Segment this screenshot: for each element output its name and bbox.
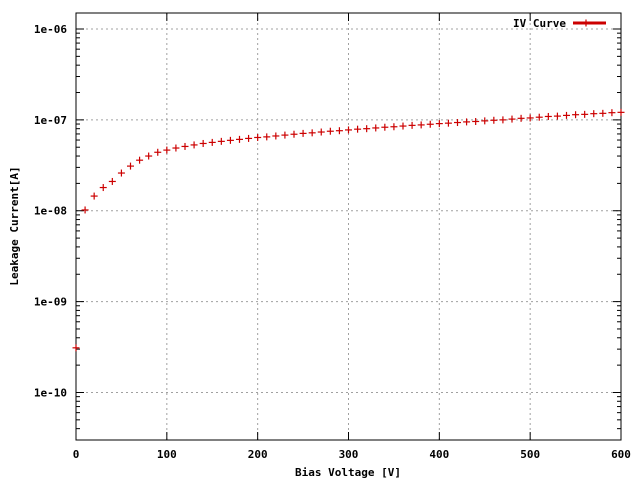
data-point <box>263 133 271 141</box>
grid-lines <box>76 13 621 440</box>
data-point <box>335 127 343 135</box>
x-tick-label: 300 <box>339 448 359 461</box>
y-tick-labels: 1e-10 1e-09 1e-08 1e-07 1e-06 <box>34 23 67 399</box>
data-point <box>172 144 180 152</box>
data-point <box>390 123 398 131</box>
data-point <box>90 192 98 200</box>
data-point <box>481 117 489 125</box>
data-point <box>544 112 552 120</box>
x-tick-label: 0 <box>73 448 80 461</box>
data-point <box>127 162 134 170</box>
data-point <box>599 109 607 117</box>
data-point <box>308 129 316 137</box>
x-tick-label: 200 <box>248 448 268 461</box>
data-point <box>517 114 525 122</box>
data-point <box>136 156 144 164</box>
data-point <box>154 148 162 156</box>
data-point <box>199 139 207 147</box>
data-point <box>463 118 471 126</box>
data-point <box>499 116 507 124</box>
data-point <box>317 128 325 136</box>
data-point <box>526 114 534 122</box>
data-point <box>245 134 253 142</box>
data-point <box>563 111 570 119</box>
data-point <box>381 123 389 131</box>
x-tick-label: 100 <box>157 448 177 461</box>
data-point <box>535 113 543 121</box>
data-point <box>290 130 298 138</box>
series-points <box>72 108 625 352</box>
data-point <box>553 112 561 120</box>
legend-marker <box>582 19 590 27</box>
y-tick-label: 1e-07 <box>34 114 67 127</box>
data-point <box>590 110 598 118</box>
data-point <box>617 108 625 116</box>
legend: IV Curve <box>513 17 606 30</box>
x-tick-label: 500 <box>520 448 540 461</box>
y-tick-label: 1e-10 <box>34 386 67 399</box>
x-tick-labels: 0 100 200 300 400 500 600 <box>73 448 631 461</box>
data-point <box>236 135 243 143</box>
data-point <box>426 120 434 128</box>
x-tick-label: 600 <box>611 448 631 461</box>
data-point <box>490 116 498 124</box>
data-point <box>435 120 443 128</box>
axis-ticks <box>75 13 622 440</box>
legend-label-iv-curve: IV Curve <box>513 17 566 30</box>
y-tick-label: 1e-09 <box>34 296 67 309</box>
x-tick-label: 400 <box>429 448 449 461</box>
y-tick-label: 1e-06 <box>34 23 67 36</box>
y-axis-label: Leakage Current[A] <box>8 166 21 285</box>
data-point <box>581 110 589 118</box>
data-point <box>354 125 362 133</box>
plot-frame <box>75 12 622 441</box>
data-point <box>454 119 461 127</box>
data-point <box>417 121 425 129</box>
data-point <box>472 117 480 125</box>
data-point <box>399 122 407 130</box>
data-point <box>108 177 116 185</box>
data-point <box>608 109 616 117</box>
data-point <box>145 152 153 160</box>
data-point <box>326 127 334 135</box>
data-point <box>117 169 125 177</box>
data-point <box>226 136 234 144</box>
data-point <box>299 129 307 137</box>
data-point <box>372 124 380 132</box>
data-point <box>508 115 516 123</box>
data-point <box>208 138 216 146</box>
data-point <box>190 141 198 149</box>
data-point <box>99 184 107 192</box>
data-point <box>254 133 262 141</box>
data-point <box>72 344 80 352</box>
x-axis-label: Bias Voltage [V] <box>295 466 401 479</box>
y-tick-label: 1e-08 <box>34 205 67 218</box>
data-point <box>81 206 89 214</box>
data-point <box>408 121 416 129</box>
data-point <box>572 111 580 119</box>
data-point <box>163 146 171 154</box>
data-point <box>345 126 352 134</box>
data-point <box>181 142 189 150</box>
data-point <box>281 131 289 139</box>
data-point <box>272 132 280 140</box>
data-point <box>363 125 371 133</box>
data-point <box>444 119 452 127</box>
data-point <box>217 137 225 145</box>
